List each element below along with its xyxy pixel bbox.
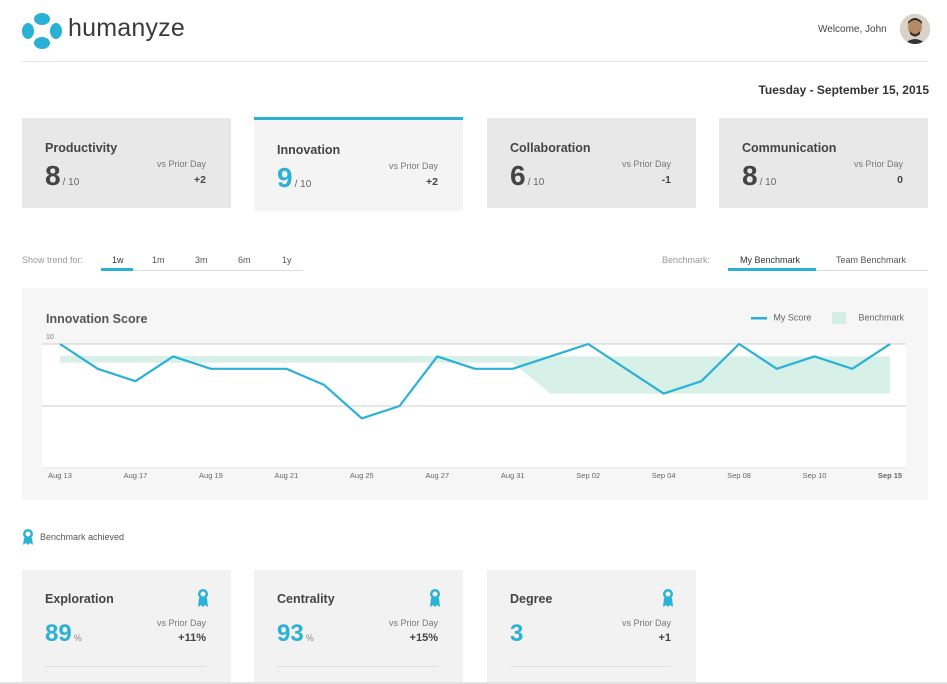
welcome-text: Welcome, John [818, 24, 887, 35]
card-score: 8/ 10 [742, 160, 777, 191]
card-name: Innovation [277, 143, 341, 157]
metric-name: Degree [510, 592, 553, 606]
benchmark-tab-my-benchmark[interactable]: My Benchmark [740, 255, 801, 265]
trend-tab-1y[interactable]: 1y [282, 255, 292, 265]
x-tick-label: Aug 27 [425, 471, 449, 480]
x-tick-label: Aug 17 [124, 471, 148, 480]
brand-logo[interactable]: humanyze [22, 12, 185, 52]
x-tick-label: Sep 08 [727, 471, 751, 480]
trend-tab-underline [101, 268, 133, 271]
user-photo-icon [900, 14, 930, 44]
trend-tab-3m[interactable]: 3m [195, 255, 208, 265]
benchmark-band [60, 356, 890, 394]
trend-tab-1w[interactable]: 1w [112, 255, 124, 265]
metric-vs-label: vs Prior Day [388, 618, 438, 628]
metric-delta: +15% [409, 632, 438, 644]
legend-benchmark: Benchmark [858, 312, 904, 323]
card-vs-label: vs Prior Day [388, 161, 438, 171]
metric-card-degree[interactable]: Degree 3 vs Prior Day +1 [487, 570, 696, 684]
metric-card-centrality[interactable]: Centrality 93% vs Prior Day +15% [254, 570, 463, 684]
trend-label: Show trend for: [22, 255, 84, 265]
benchmark-tab-underline [728, 268, 816, 271]
my-score-legend-icon [750, 317, 767, 320]
metric-name: Centrality [277, 592, 335, 606]
metric-name: Exploration [45, 592, 114, 606]
metric-vs-label: vs Prior Day [156, 618, 206, 628]
score-card-innovation[interactable]: Innovation 9/ 10 vs Prior Day +2 [254, 117, 463, 211]
metric-delta: +1 [658, 632, 671, 644]
x-tick-label: Sep 02 [576, 471, 600, 480]
score-card-productivity[interactable]: Productivity 8/ 10 vs Prior Day +2 [22, 118, 231, 208]
card-delta: +2 [426, 176, 438, 188]
benchmark-achieved-text: Benchmark achieved [40, 532, 125, 542]
card-score: 9/ 10 [277, 162, 312, 193]
x-tick-label: Aug 31 [501, 471, 525, 480]
trend-period-tabs: 1w 1m 3m 6m 1y [101, 248, 303, 271]
innovation-chart-panel: Innovation Score My Score Benchmark 10 Au… [22, 288, 928, 500]
card-delta: 0 [897, 174, 903, 186]
ribbon-icon [663, 589, 673, 607]
benchmark-label: Benchmark: [662, 255, 711, 265]
legend-my-score: My Score [773, 312, 812, 323]
ribbon-icon [198, 589, 208, 607]
benchmark-tab-team-benchmark[interactable]: Team Benchmark [836, 255, 907, 265]
card-name: Communication [742, 141, 837, 155]
current-date: Tuesday - September 15, 2015 [758, 83, 929, 97]
metric-score: 3 [510, 620, 524, 647]
trend-tab-1m[interactable]: 1m [152, 255, 165, 265]
benchmark-achieved-note: Benchmark achieved [22, 528, 124, 548]
metric-vs-label: vs Prior Day [621, 618, 671, 628]
chart-legend: My Score Benchmark [750, 312, 904, 324]
x-tick-label: Sep 10 [803, 471, 827, 480]
user-avatar[interactable] [900, 14, 930, 44]
metric-divider [277, 666, 438, 667]
card-vs-label: vs Prior Day [621, 159, 671, 169]
chart-title: Innovation Score [46, 312, 148, 326]
card-delta: +2 [194, 174, 206, 186]
benchmark-legend-icon [831, 312, 846, 324]
header-divider [22, 61, 928, 62]
benchmark-tabs: My Benchmark Team Benchmark [728, 248, 928, 271]
card-vs-label: vs Prior Day [156, 159, 206, 169]
app-header: humanyze Welcome, John [0, 0, 947, 62]
brand-name: humanyze [68, 14, 185, 42]
metric-card-exploration[interactable]: Exploration 89% vs Prior Day +11% [22, 570, 231, 684]
metric-delta: +11% [178, 632, 206, 644]
metric-score: 93% [277, 620, 314, 647]
bottom-divider [0, 682, 947, 684]
x-tick-label: Aug 25 [350, 471, 374, 480]
card-vs-label: vs Prior Day [853, 159, 903, 169]
card-name: Collaboration [510, 141, 591, 155]
trend-tab-6m[interactable]: 6m [238, 255, 251, 265]
innovation-score-chart: 10 Aug 13 Aug 17 Aug 19 Aug 21 Aug 25 Aug 27 Au… [42, 334, 906, 480]
x-tick-label: Sep 04 [652, 471, 676, 480]
x-tick-label: Aug 21 [274, 471, 298, 480]
humanyze-logo-icon [22, 13, 62, 49]
score-card-communication[interactable]: Communication 8/ 10 vs Prior Day 0 [719, 118, 928, 208]
metric-divider [45, 666, 206, 667]
chart-y-top-label: 10 [46, 334, 54, 341]
card-name: Productivity [45, 141, 118, 155]
ribbon-icon [430, 589, 440, 607]
x-tick-label: Sep 15 [878, 471, 902, 480]
metric-score: 89% [45, 620, 82, 647]
card-score: 8/ 10 [45, 160, 80, 191]
x-tick-label: Aug 19 [199, 471, 223, 480]
score-card-collaboration[interactable]: Collaboration 6/ 10 vs Prior Day -1 [487, 118, 696, 208]
metric-divider [510, 666, 671, 667]
ribbon-icon [23, 529, 33, 545]
x-tick-label: Aug 13 [48, 471, 72, 480]
card-score: 6/ 10 [510, 160, 545, 191]
card-delta: -1 [661, 174, 671, 186]
